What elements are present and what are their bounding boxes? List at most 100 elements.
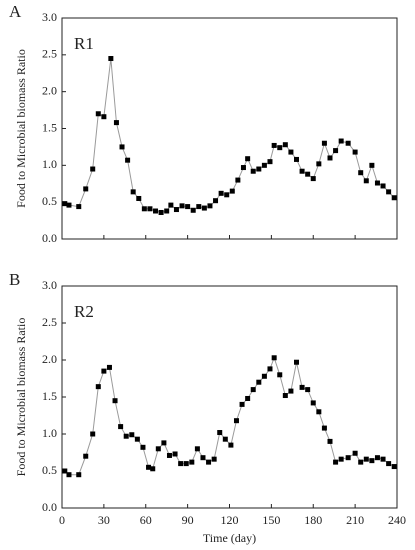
- data-point: [380, 456, 386, 462]
- data-point: [282, 142, 288, 148]
- data-point: [166, 452, 172, 458]
- data-point: [271, 355, 277, 361]
- x-tick-label: 0: [59, 513, 65, 527]
- data-point: [374, 455, 380, 461]
- y-tick-label: 0.5: [42, 463, 57, 477]
- data-point: [146, 464, 152, 470]
- data-point: [62, 468, 68, 474]
- data-point: [106, 364, 112, 370]
- data-point: [201, 205, 207, 211]
- data-point: [345, 140, 351, 146]
- data-point: [327, 155, 333, 161]
- data-point: [228, 442, 234, 448]
- data-point: [155, 446, 161, 452]
- data-point: [66, 472, 72, 478]
- data-point: [218, 190, 224, 196]
- data-point: [125, 157, 131, 163]
- data-point: [363, 178, 369, 184]
- data-point: [83, 453, 89, 459]
- data-point: [211, 456, 217, 462]
- panel-label: B: [9, 270, 20, 289]
- data-point: [235, 177, 241, 183]
- data-point: [267, 159, 273, 165]
- data-point: [140, 444, 146, 450]
- y-tick-label: 1.0: [42, 426, 57, 440]
- data-point: [305, 387, 311, 393]
- data-point: [95, 384, 101, 390]
- data-point: [299, 168, 305, 174]
- data-point: [338, 456, 344, 462]
- data-point: [240, 165, 246, 171]
- data-point: [316, 409, 322, 415]
- data-point: [267, 366, 273, 372]
- data-point: [206, 459, 212, 465]
- y-tick-label: 3.0: [42, 278, 57, 292]
- data-point: [233, 418, 239, 424]
- data-point: [217, 430, 223, 436]
- data-point: [153, 208, 159, 214]
- data-point: [261, 162, 267, 168]
- y-tick-label: 2.0: [42, 352, 57, 366]
- inset-label: R2: [74, 302, 94, 321]
- data-point: [83, 186, 89, 192]
- data-point: [62, 201, 68, 207]
- data-point: [369, 162, 375, 168]
- plot-frame: [61, 17, 398, 240]
- data-point: [358, 170, 364, 176]
- data-point: [294, 359, 299, 365]
- data-point: [271, 142, 277, 148]
- data-point: [90, 431, 96, 437]
- data-point: [277, 372, 283, 378]
- data-point: [66, 202, 72, 208]
- panel-label: A: [9, 2, 22, 21]
- x-tick-label: 240: [388, 513, 406, 527]
- data-point: [261, 373, 267, 379]
- data-point: [345, 455, 351, 461]
- data-point: [282, 393, 288, 399]
- data-point: [200, 455, 206, 461]
- data-point: [194, 446, 200, 452]
- data-point: [164, 208, 170, 214]
- data-point: [256, 166, 262, 172]
- data-point: [338, 138, 344, 144]
- data-point: [118, 424, 124, 430]
- data-point: [352, 450, 358, 456]
- data-point: [352, 149, 358, 155]
- data-point: [321, 425, 327, 431]
- data-point: [213, 198, 219, 204]
- y-tick-label: 3.0: [42, 10, 57, 24]
- data-point: [95, 111, 101, 117]
- data-point: [333, 148, 339, 154]
- data-point: [386, 461, 392, 467]
- data-point: [245, 156, 251, 162]
- data-point: [224, 192, 230, 198]
- data-line: [64, 356, 395, 476]
- data-point: [108, 56, 114, 62]
- y-tick-label: 1.5: [42, 120, 57, 134]
- data-point: [294, 156, 299, 162]
- data-point: [196, 204, 202, 210]
- data-point: [245, 395, 251, 401]
- y-tick-label: 2.5: [42, 315, 57, 329]
- data-point: [229, 188, 235, 194]
- data-point: [369, 458, 375, 464]
- data-point: [90, 166, 96, 172]
- y-tick-label: 0.0: [42, 231, 57, 245]
- data-point: [363, 456, 369, 462]
- data-point: [391, 195, 397, 201]
- data-point: [76, 204, 82, 210]
- data-point: [136, 195, 142, 201]
- y-axis-label: Food to Microbial biomass Ratio: [14, 318, 28, 477]
- data-point: [129, 432, 135, 438]
- data-point: [288, 388, 294, 394]
- x-tick-label: 210: [346, 513, 364, 527]
- data-point: [134, 436, 140, 442]
- data-point: [123, 433, 129, 439]
- data-point: [189, 459, 195, 465]
- data-point: [310, 400, 316, 406]
- data-point: [147, 206, 153, 212]
- y-tick-label: 0.0: [42, 500, 57, 514]
- data-point: [391, 464, 397, 470]
- data-point: [239, 401, 245, 407]
- data-point: [76, 472, 82, 478]
